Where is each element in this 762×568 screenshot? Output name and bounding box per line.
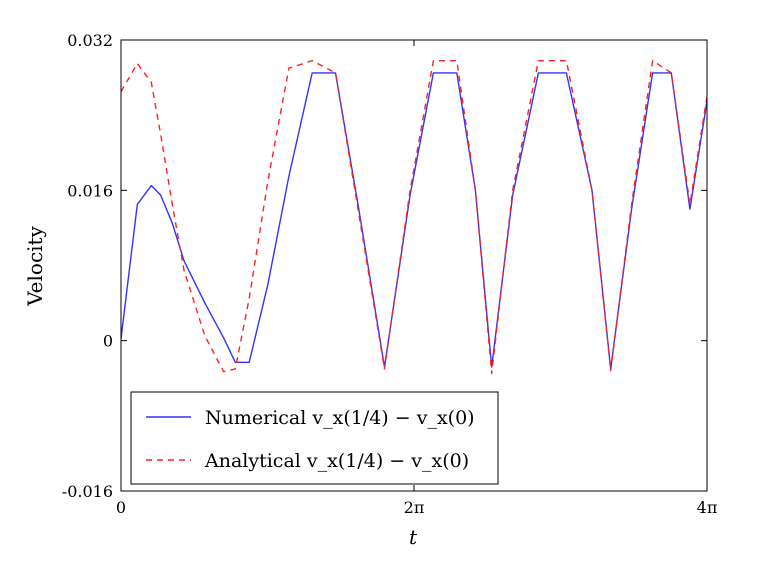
x-tick-label-1: 2π	[404, 498, 425, 517]
x-tick-label-2: 4π	[697, 498, 718, 517]
series-1	[121, 60, 707, 375]
x-tick-label-0: 0	[116, 498, 126, 517]
legend-box	[130, 391, 499, 485]
y-tick-label-0: 0.032	[67, 31, 113, 50]
series-line-1	[121, 60, 707, 375]
plot-content	[121, 60, 707, 375]
y-axis-label: Velocity	[23, 225, 47, 307]
x-axis-label: t	[409, 525, 418, 549]
y-tick-label-1: 0.016	[67, 181, 113, 200]
series-0	[121, 72, 707, 370]
series-line-0	[121, 72, 707, 370]
legend-label-numerical: Numerical v_x(1/4) − v_x(0)	[205, 407, 475, 429]
y-tick-label-2: 0	[103, 332, 113, 351]
y-tick-label-3: -0.016	[62, 482, 113, 501]
legend: Numerical v_x(1/4) − v_x(0) Analytical v…	[130, 391, 499, 485]
legend-label-analytical: Analytical v_x(1/4) − v_x(0)	[204, 450, 469, 472]
